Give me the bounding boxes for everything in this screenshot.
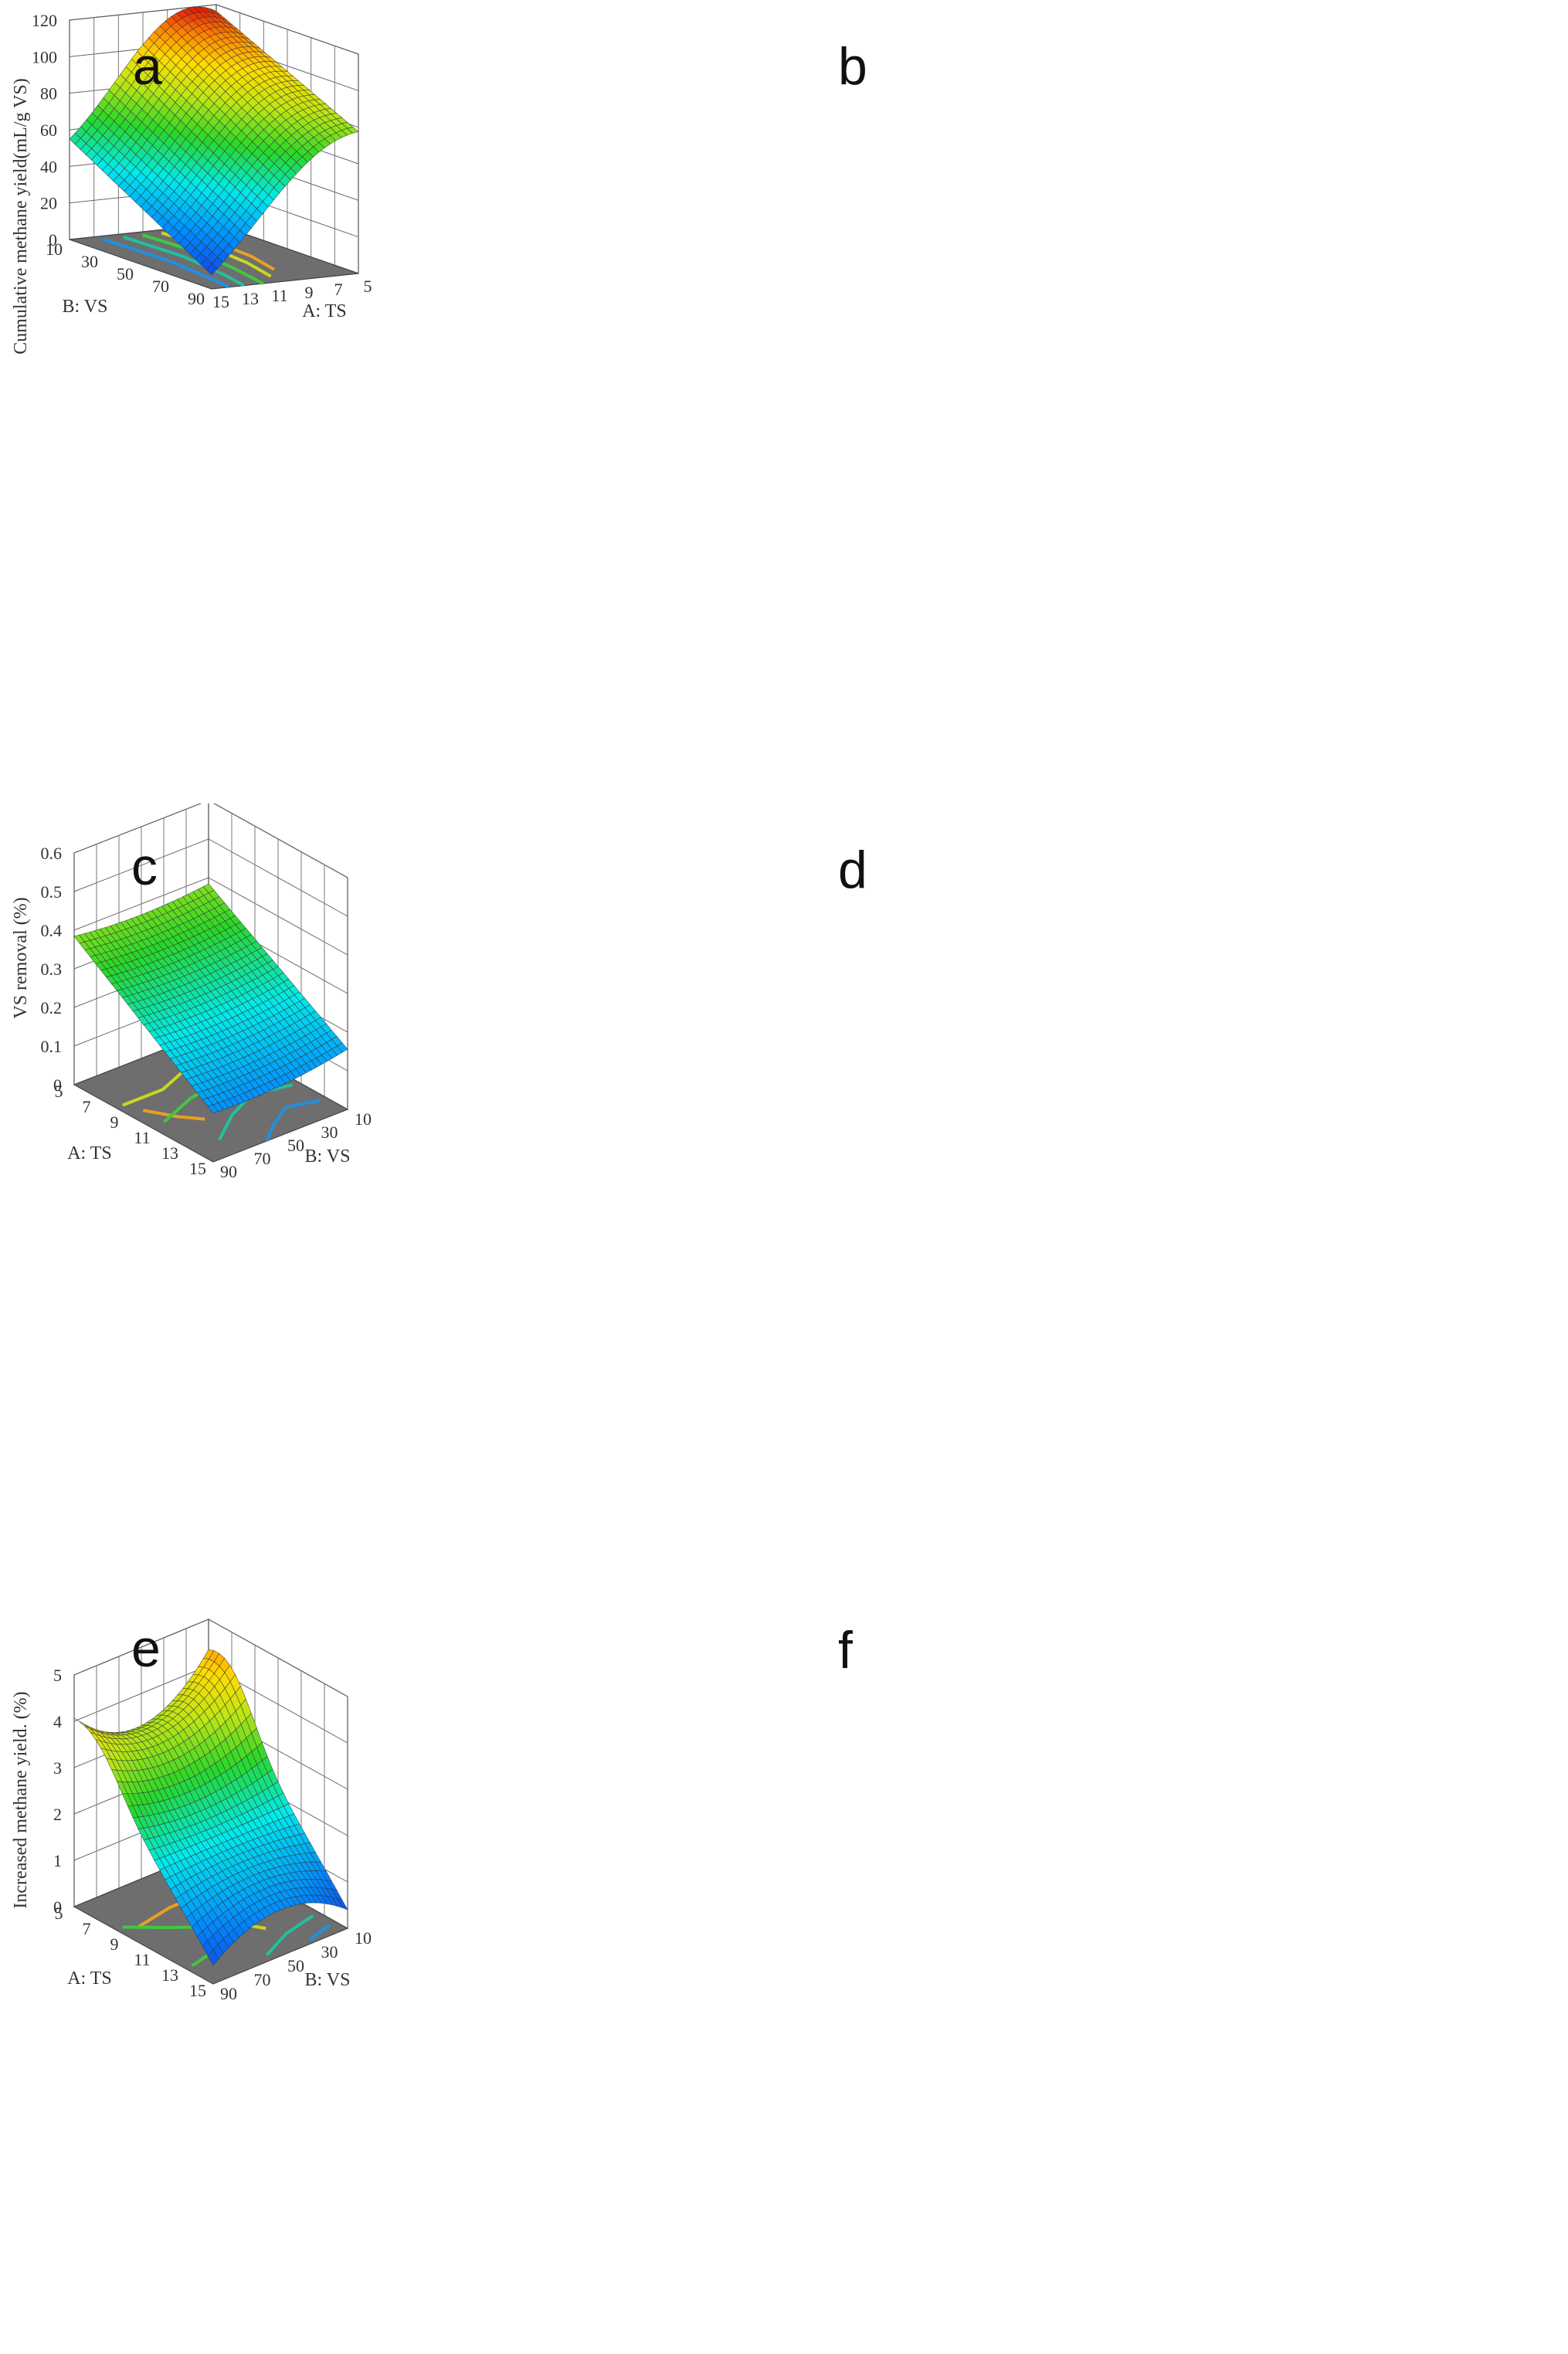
tick-label: 90	[220, 1162, 237, 1181]
tick-label: 50	[117, 264, 134, 284]
axis-label: B: VS	[305, 1146, 351, 1167]
tick-label: 9	[110, 1112, 119, 1132]
contour-chart-d: VS removal (%)0.40.40.50.30.20.110305070…	[780, 788, 1568, 1561]
z-axis-label: Cumulative methane yield(mL/g VS)	[11, 78, 31, 355]
panel-letter: d	[838, 844, 867, 896]
z-tick-label: 0.3	[41, 960, 63, 979]
z-tick-label: 0.1	[41, 1037, 63, 1056]
axis-label: B: VS	[63, 297, 108, 317]
z-tick-label: 40	[40, 157, 57, 176]
z-tick-label: 0.4	[41, 921, 63, 940]
tick-label: 15	[212, 292, 229, 311]
tick-label: 7	[334, 280, 343, 299]
tick-label: 70	[152, 277, 169, 296]
tick-label: 5	[55, 1082, 63, 1101]
surface-chart-c: 00.10.20.30.40.50.65791113151030507090A:…	[0, 803, 780, 1483]
tick-label: 13	[161, 1143, 178, 1163]
tick-label: 50	[287, 1136, 304, 1155]
z-tick-label: 80	[40, 84, 57, 104]
z-axis-label: VS removal (%)	[11, 897, 31, 1018]
tick-label: 10	[355, 1109, 372, 1129]
contour-chart-b: Cumulative methane yield(mL/g VS)1008060…	[780, 0, 1568, 757]
tick-label: 30	[321, 1123, 338, 1142]
tick-label: 7	[83, 1097, 91, 1116]
axis-label: A: TS	[302, 301, 347, 321]
z-tick-label: 0.5	[41, 882, 63, 902]
tick-label: 11	[134, 1128, 150, 1147]
z-tick-label: 0.6	[41, 844, 63, 863]
tick-label: 90	[188, 289, 205, 308]
tick-label: 5	[364, 277, 372, 296]
z-tick-label: 20	[40, 194, 57, 213]
tick-label: 13	[242, 289, 259, 308]
tick-label: 70	[254, 1149, 271, 1168]
axis-label: A: TS	[67, 1143, 112, 1163]
tick-label: 11	[271, 286, 287, 305]
panel-letter: b	[838, 40, 867, 93]
tick-label: 30	[81, 252, 98, 271]
panel-b: b Cumulative methane yield(mL/g VS)10080…	[780, 0, 1568, 757]
z-tick-label: 60	[40, 121, 57, 140]
z-tick-label: 120	[32, 11, 57, 30]
panel-letter: c	[131, 841, 158, 893]
z-tick-label: 0.2	[41, 998, 63, 1017]
tick-label: 10	[46, 239, 63, 259]
z-tick-label: 100	[32, 47, 57, 66]
tick-label: 15	[189, 1159, 206, 1178]
panel-d: d VS removal (%)0.40.40.50.30.20.1103050…	[780, 788, 1568, 1561]
tick-label: 9	[305, 283, 314, 302]
panel-letter: a	[133, 40, 162, 93]
